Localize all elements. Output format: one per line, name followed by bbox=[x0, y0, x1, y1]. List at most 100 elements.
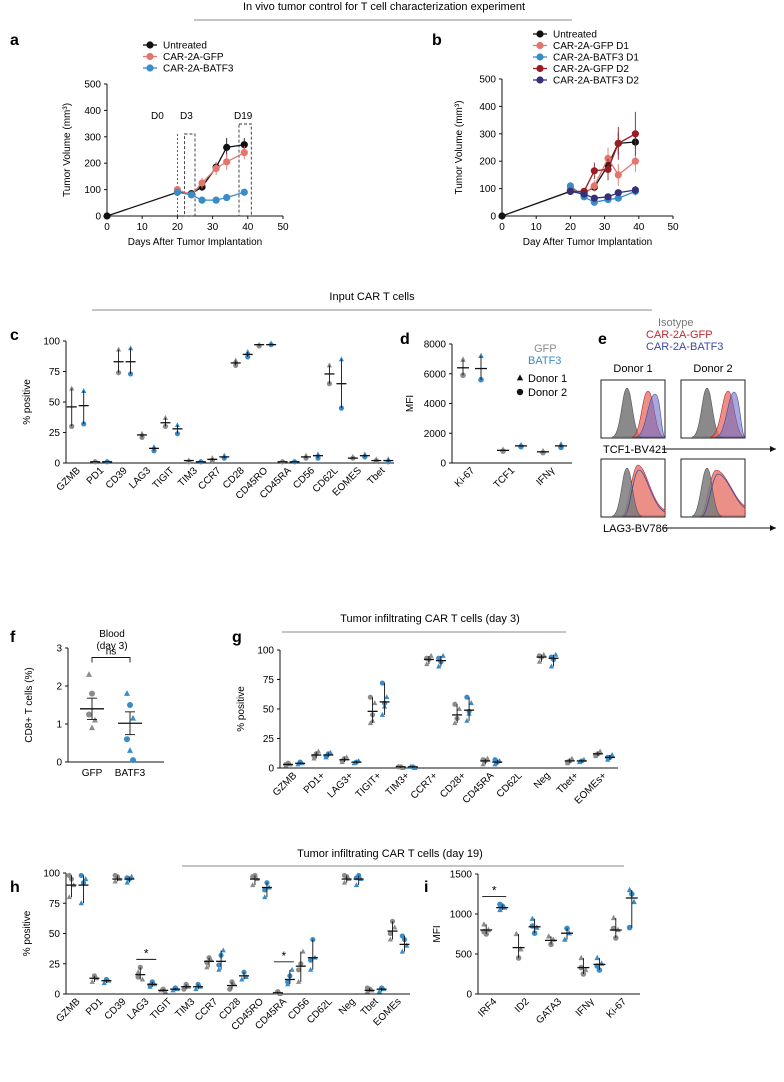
data-point bbox=[315, 748, 322, 754]
y-tick-label: 1 bbox=[56, 720, 62, 731]
legend-label: CAR-2A-GFP bbox=[163, 52, 224, 63]
y-tick-label: 25 bbox=[49, 959, 61, 970]
y-axis-label: Tumor Volume (mm³) bbox=[454, 100, 465, 194]
x-tick-label: Tbet+ bbox=[555, 770, 581, 796]
x-tick-label: IRF4 bbox=[476, 996, 499, 1019]
x-tick-label: TCF1 bbox=[492, 465, 518, 491]
data-point bbox=[277, 991, 283, 996]
data-point bbox=[480, 761, 486, 767]
data-point bbox=[227, 986, 233, 992]
legend-marker bbox=[536, 53, 544, 61]
y-tick-label: 0 bbox=[268, 764, 274, 775]
data-point bbox=[631, 898, 637, 905]
data-point bbox=[566, 187, 575, 195]
legend-batf3: BATF3 bbox=[528, 355, 561, 367]
data-point bbox=[66, 872, 72, 879]
data-point bbox=[216, 966, 222, 972]
data-point bbox=[245, 349, 251, 354]
x-tick-label: CCR7+ bbox=[409, 770, 440, 801]
panel-label: a bbox=[10, 32, 19, 49]
data-point bbox=[626, 924, 633, 931]
legend-marker bbox=[146, 64, 154, 72]
data-point bbox=[250, 882, 256, 888]
data-point bbox=[492, 761, 498, 767]
data-point bbox=[513, 930, 520, 937]
data-point bbox=[594, 954, 600, 961]
data-point bbox=[392, 924, 398, 930]
data-point bbox=[127, 345, 134, 351]
data-point bbox=[428, 652, 434, 658]
significance-label: * bbox=[492, 883, 497, 897]
y-axis-label: % positive bbox=[22, 379, 33, 425]
y-tick-label: 25 bbox=[49, 428, 61, 439]
legend-donor-2: Donor 2 bbox=[528, 387, 567, 399]
data-point bbox=[631, 186, 639, 194]
data-point bbox=[289, 966, 295, 972]
data-point bbox=[193, 986, 199, 992]
x-tick-label: LAG3+ bbox=[326, 770, 356, 800]
section-title-input: Input CAR T cells bbox=[329, 291, 415, 303]
data-point bbox=[497, 901, 503, 908]
annotation-d19: D19 bbox=[234, 111, 253, 122]
data-point bbox=[631, 130, 639, 138]
data-point bbox=[452, 701, 458, 707]
panel-label: f bbox=[10, 629, 16, 646]
legend-gfp: GFP bbox=[534, 343, 557, 355]
batf3-histogram bbox=[715, 391, 746, 438]
data-point bbox=[240, 188, 248, 196]
data-point bbox=[124, 690, 130, 696]
data-point bbox=[610, 914, 617, 921]
data-point bbox=[412, 765, 418, 770]
y-tick-label: 400 bbox=[84, 106, 101, 117]
data-point bbox=[239, 976, 245, 982]
data-point bbox=[204, 964, 210, 970]
series-line bbox=[570, 157, 636, 195]
data-point bbox=[216, 962, 222, 968]
x-tick-label: Ki-67 bbox=[453, 465, 478, 490]
data-point bbox=[387, 936, 393, 942]
d3-box bbox=[183, 133, 196, 217]
legend-label: CAR-2A-GFP D1 bbox=[553, 41, 629, 52]
data-point bbox=[478, 352, 484, 359]
data-point bbox=[376, 988, 382, 994]
data-point bbox=[372, 700, 378, 706]
data-point bbox=[580, 190, 588, 198]
legend-label: CAR-2A-BATF3 D1 bbox=[553, 53, 639, 64]
y-tick-label: 300 bbox=[84, 132, 101, 143]
y-axis-label: % positive bbox=[236, 686, 247, 732]
arrowhead bbox=[770, 446, 776, 452]
data-point bbox=[590, 182, 598, 190]
data-point bbox=[604, 165, 612, 174]
data-point bbox=[212, 196, 220, 204]
data-point bbox=[300, 948, 306, 954]
y-tick-label: 75 bbox=[49, 899, 61, 910]
data-point bbox=[344, 754, 350, 760]
x-tick-label: TIGIT+ bbox=[354, 770, 384, 800]
data-point bbox=[262, 887, 268, 893]
legend-label: CAR-2A-GFP D2 bbox=[553, 64, 629, 75]
data-point bbox=[338, 356, 345, 362]
data-point bbox=[440, 652, 446, 658]
data-point bbox=[81, 388, 87, 393]
series-line bbox=[569, 185, 636, 203]
data-point bbox=[626, 886, 633, 893]
column-label-donor-1: Donor 1 bbox=[613, 363, 652, 375]
data-point bbox=[223, 193, 231, 202]
data-point bbox=[130, 757, 136, 764]
legend-isotype: Isotype bbox=[658, 317, 693, 329]
x-tick-label: Ki-67 bbox=[605, 996, 630, 1021]
x-tick-label: 10 bbox=[531, 222, 543, 233]
data-point bbox=[367, 694, 373, 700]
section-title-invivo: In vivo tumor control for T cell charact… bbox=[243, 1, 525, 13]
data-point bbox=[198, 179, 206, 187]
x-tick-label: Neg bbox=[337, 996, 358, 1017]
data-point bbox=[327, 749, 334, 755]
data-point bbox=[436, 655, 442, 661]
y-tick-label: 200 bbox=[84, 159, 101, 170]
panel-label: i bbox=[424, 879, 428, 896]
data-point bbox=[518, 946, 524, 952]
data-point bbox=[379, 680, 385, 686]
data-point bbox=[498, 212, 506, 220]
data-point bbox=[548, 663, 554, 669]
